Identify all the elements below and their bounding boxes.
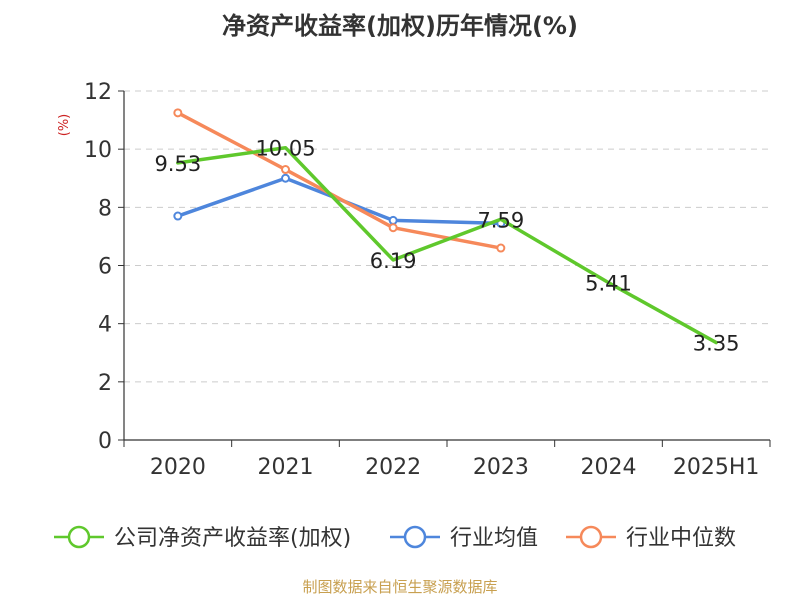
legend: 公司净资产收益率(加权) 行业均值 行业中位数 (54, 525, 736, 551)
y-tick-label: 12 (84, 80, 112, 105)
data-label: 9.53 (154, 152, 201, 176)
x-tick-label: 2022 (365, 455, 421, 480)
data-point (496, 243, 506, 253)
data-label: 5.41 (585, 272, 632, 296)
series-line (176, 145, 718, 345)
data-labels: 9.53 10.05 6.19 7.59 5.41 3.35 (154, 137, 739, 356)
x-tick-label: 2025H1 (673, 455, 760, 480)
x-tick-label: 2024 (581, 455, 637, 480)
data-point (173, 211, 183, 221)
gridlines (124, 90, 770, 383)
data-point (281, 173, 290, 183)
legend-label: 公司净资产收益率(加权) (114, 526, 351, 551)
y-axis-label: (%) (57, 114, 72, 137)
legend-marker (579, 525, 603, 549)
x-tick-label: 2021 (258, 455, 314, 480)
y-tick-label: 2 (98, 371, 112, 396)
legend-marker (403, 525, 427, 549)
legend-label: 行业均值 (450, 526, 538, 551)
legend-label: 行业中位数 (626, 526, 736, 551)
data-point (173, 108, 183, 118)
series-lines (173, 108, 718, 345)
source-note: 制图数据来自恒生聚源数据库 (302, 578, 497, 596)
axes: 0 2 4 6 8 10 12 2020 2021 2022 2023 2024 2025H1 (84, 80, 771, 480)
data-label: 10.05 (255, 137, 315, 161)
data-label: 7.59 (477, 208, 524, 232)
x-tick-label: 2023 (473, 455, 529, 480)
y-tick-label: 0 (98, 429, 112, 454)
data-label: 6.19 (370, 249, 417, 273)
data-point (281, 165, 290, 175)
data-point (388, 215, 398, 225)
y-tick-label: 4 (98, 313, 112, 338)
y-tick-label: 8 (98, 196, 112, 221)
data-point (388, 223, 398, 233)
data-label: 3.35 (693, 332, 740, 356)
chart-title: 净资产收益率(加权)历年情况(%) (222, 12, 578, 40)
x-tick-label: 2020 (150, 455, 206, 480)
y-tick-label: 6 (98, 255, 112, 280)
series-line (176, 111, 503, 250)
series-line (176, 176, 503, 226)
legend-marker (67, 525, 91, 549)
y-tick-label: 10 (84, 138, 112, 163)
